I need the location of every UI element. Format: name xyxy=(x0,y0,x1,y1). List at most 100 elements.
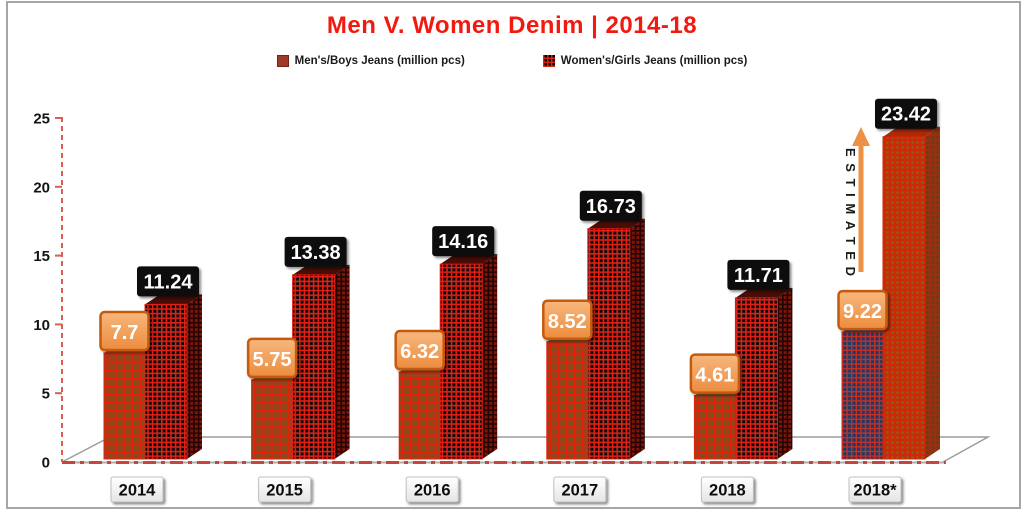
x-axis-label-box-2016 xyxy=(405,476,459,503)
value-label-men-box-2016 xyxy=(394,329,445,371)
x-axis-label-text-2015: 2015 xyxy=(266,482,303,500)
value-label-women-2014: 11.24 xyxy=(137,266,199,297)
bar-women-side-2015 xyxy=(334,264,350,459)
value-label-men-2018: 4.61 xyxy=(689,353,741,394)
value-label-men-2018*: 9.22 xyxy=(837,289,888,331)
x-axis-label-2018*: 2018* xyxy=(848,476,902,503)
value-label-women-2018*: 23.42 xyxy=(875,98,937,129)
value-label-men-2015: 5.75 xyxy=(246,337,298,379)
bar-women-side-2018* xyxy=(925,126,940,460)
value-label-men-box-2018 xyxy=(689,353,741,394)
legend: Men's/Boys Jeans (million pcs) Women's/G… xyxy=(0,55,1024,67)
bar-women-2015 xyxy=(292,274,336,460)
value-label-women-2017: 16.73 xyxy=(579,190,642,221)
bar-women-top-2018 xyxy=(735,287,793,298)
value-label-men-text-2018*: 9.22 xyxy=(843,301,882,323)
x-axis-label-2015: 2015 xyxy=(258,476,312,503)
bar-women-side-2016 xyxy=(482,254,498,459)
bar-women-2018 xyxy=(734,297,778,460)
value-label-women-2018: 11.71 xyxy=(727,259,790,290)
value-label-women-box-2014 xyxy=(137,266,199,297)
value-label-men-text-2015: 5.75 xyxy=(253,349,292,371)
x-axis-label-text-2016: 2016 xyxy=(414,482,451,500)
x-axis-label-text-2017: 2017 xyxy=(561,482,598,500)
bar-women-side-2018 xyxy=(777,287,793,459)
value-label-men-box-2014 xyxy=(99,310,150,352)
bar-men-2014 xyxy=(103,352,146,460)
x-axis-label-2014: 2014 xyxy=(110,476,164,503)
value-label-women-box-2016 xyxy=(432,226,495,257)
x-axis-label-text-2018*: 2018* xyxy=(853,482,897,500)
value-label-women-text-2016: 14.16 xyxy=(438,231,488,253)
bar-women-side-2017 xyxy=(629,218,645,459)
value-label-men-text-2014: 7.7 xyxy=(111,322,139,344)
legend-label-men: Men's/Boys Jeans (million pcs) xyxy=(294,55,465,67)
bar-men-2017 xyxy=(546,341,589,460)
x-axis-label-box-2018 xyxy=(700,476,754,503)
x-axis-label-2018: 2018 xyxy=(700,476,754,503)
value-label-men-box-2017 xyxy=(542,299,593,341)
value-label-men-box-2015 xyxy=(246,337,298,379)
bar-women-top-2015 xyxy=(292,264,350,275)
x-axis-label-text-2018: 2018 xyxy=(709,482,746,500)
y-tick-label-25: 25 xyxy=(33,111,50,128)
legend-item-women: Women's/Girls Jeans (million pcs) xyxy=(542,55,748,67)
value-label-men-box-2018* xyxy=(837,289,888,331)
x-axis-label-2016: 2016 xyxy=(405,476,459,503)
legend-label-women: Women's/Girls Jeans (million pcs) xyxy=(560,55,748,67)
value-label-men-text-2016: 6.32 xyxy=(400,341,439,363)
bar-women-top-2017 xyxy=(587,218,645,229)
bar-women-2014 xyxy=(144,303,188,460)
bar-women-2017 xyxy=(587,228,631,460)
value-label-women-box-2018 xyxy=(727,259,790,290)
value-label-women-text-2015: 13.38 xyxy=(291,242,341,264)
bar-men-2018 xyxy=(693,395,736,460)
legend-swatch-women-icon xyxy=(542,55,555,67)
value-label-women-text-2018*: 23.42 xyxy=(881,104,931,126)
y-tick-label-20: 20 xyxy=(33,179,50,196)
bar-group-2014 xyxy=(103,294,202,460)
bar-group-2018 xyxy=(693,287,793,460)
chart-title: Men V. Women Denim | 2014-18 xyxy=(326,12,698,39)
value-label-women-box-2017 xyxy=(579,190,642,221)
value-label-women-2016: 14.16 xyxy=(432,226,495,257)
x-axis-label-box-2017 xyxy=(553,476,607,503)
value-label-men-2014: 7.7 xyxy=(99,310,150,352)
estimated-label: E S T I M A T E D xyxy=(843,148,858,278)
bar-women-side-2014 xyxy=(187,294,202,459)
legend-swatch-men-icon xyxy=(276,55,289,67)
x-axis-label-box-2015 xyxy=(258,476,312,503)
y-tick-label-0: 0 xyxy=(42,455,50,472)
bar-women-2016 xyxy=(439,263,483,460)
legend-item-men: Men's/Boys Jeans (million pcs) xyxy=(276,55,465,67)
y-tick-label-10: 10 xyxy=(33,317,50,334)
bar-women-top-2018* xyxy=(883,126,940,137)
value-label-women-text-2014: 11.24 xyxy=(144,271,194,293)
x-axis-label-text-2014: 2014 xyxy=(119,482,157,500)
x-axis-label-box-2018* xyxy=(848,476,902,503)
bar-group-2018* xyxy=(841,126,940,460)
value-label-women-box-2018* xyxy=(875,98,937,129)
x-axis-label-2017: 2017 xyxy=(553,476,607,503)
estimated-arrow-head-icon xyxy=(852,127,870,146)
value-label-women-text-2018: 11.71 xyxy=(734,265,783,287)
value-label-men-text-2017: 8.52 xyxy=(548,311,587,333)
value-label-women-box-2015 xyxy=(284,236,347,267)
value-label-men-2016: 6.32 xyxy=(394,329,445,371)
y-tick-label-5: 5 xyxy=(42,386,50,403)
value-label-men-2017: 8.52 xyxy=(542,299,593,341)
annotation-estimated: E S T I M A T E D xyxy=(843,127,870,278)
value-label-women-2015: 13.38 xyxy=(284,236,347,267)
value-label-women-text-2017: 16.73 xyxy=(586,196,636,218)
bar-women-top-2016 xyxy=(440,254,498,265)
x-axis-label-box-2014 xyxy=(110,476,164,503)
bar-men-2018* xyxy=(841,331,884,460)
y-tick-label-15: 15 xyxy=(33,248,50,265)
value-label-men-text-2018: 4.61 xyxy=(695,365,734,387)
bar-women-top-2014 xyxy=(145,294,202,305)
bar-women-2018* xyxy=(882,136,926,460)
bar-men-2016 xyxy=(398,371,441,460)
bar-men-2015 xyxy=(251,379,294,460)
